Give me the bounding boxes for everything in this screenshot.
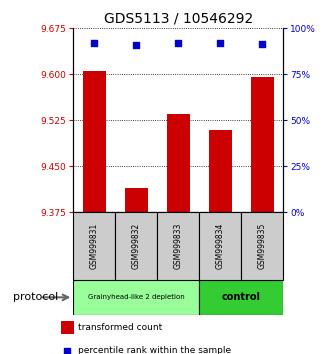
Text: transformed count: transformed count [78, 323, 163, 332]
Bar [115, 212, 157, 280]
Bar [157, 212, 199, 280]
Bar [73, 212, 115, 280]
Point [92, 40, 97, 46]
Text: Grainyhead-like 2 depletion: Grainyhead-like 2 depletion [88, 295, 184, 300]
Point [65, 348, 70, 354]
Point [175, 40, 181, 46]
Point [217, 40, 223, 46]
Text: GSM999832: GSM999832 [132, 223, 141, 269]
Bar [61, 321, 74, 335]
Text: percentile rank within the sample: percentile rank within the sample [78, 347, 231, 354]
Bar [208, 130, 232, 212]
Text: GSM999831: GSM999831 [90, 223, 99, 269]
Bar [125, 188, 148, 212]
Bar [83, 71, 106, 212]
Text: GSM999835: GSM999835 [257, 223, 267, 269]
Text: protocol: protocol [13, 292, 59, 302]
Text: GSM999833: GSM999833 [173, 223, 183, 269]
Title: GDS5113 / 10546292: GDS5113 / 10546292 [104, 12, 253, 26]
Bar [73, 280, 199, 315]
Bar [199, 212, 241, 280]
Bar [241, 212, 283, 280]
Bar [250, 78, 274, 212]
Bar [199, 280, 283, 315]
Bar [166, 114, 190, 212]
Text: GSM999834: GSM999834 [215, 223, 225, 269]
Point [134, 42, 139, 48]
Point [259, 41, 265, 47]
Text: control: control [221, 292, 261, 302]
